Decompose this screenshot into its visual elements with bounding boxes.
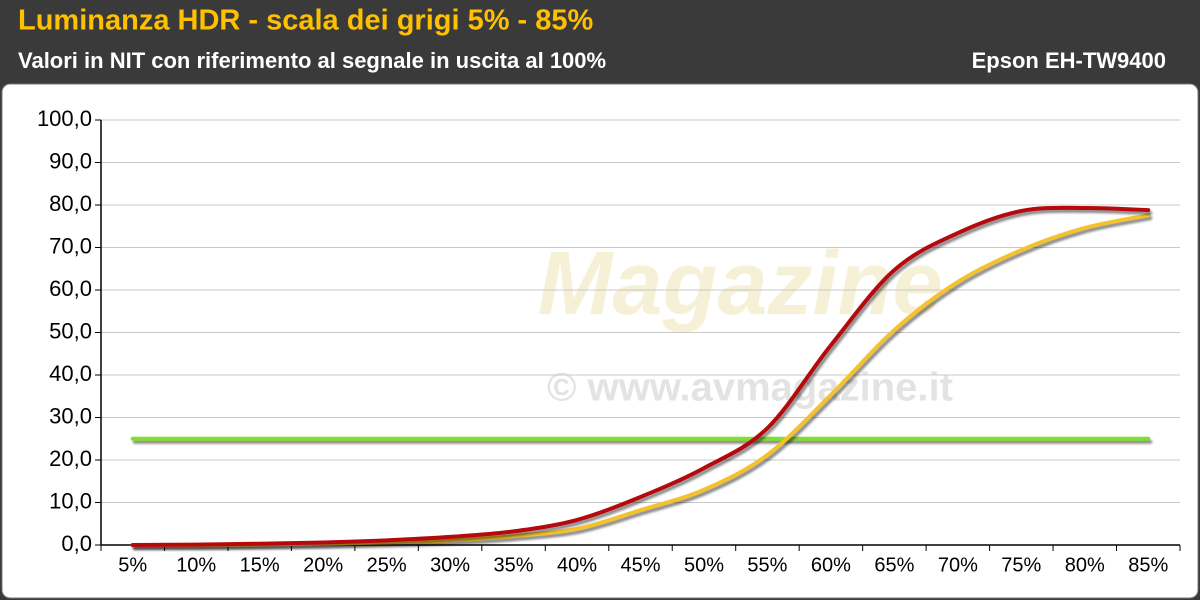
watermark: Magazine bbox=[537, 234, 942, 334]
x-tick-label: 85% bbox=[1128, 554, 1168, 576]
series-line bbox=[130, 205, 1151, 547]
y-tick-label: 60,0 bbox=[49, 276, 92, 301]
chart-subtitle: Valori in NIT con riferimento al segnale… bbox=[18, 48, 606, 73]
y-tick-label: 90,0 bbox=[49, 148, 92, 173]
watermark: © www.avmagazine.it bbox=[547, 366, 953, 410]
x-tick-label: 25% bbox=[367, 554, 407, 576]
y-tick-label: 20,0 bbox=[49, 446, 92, 471]
y-tick-label: 0,0 bbox=[61, 531, 92, 556]
plot-panel bbox=[1, 83, 1199, 599]
y-tick-label: 100,0 bbox=[37, 106, 92, 131]
x-tick-label: 70% bbox=[938, 554, 978, 576]
x-tick-label: 50% bbox=[684, 554, 724, 576]
y-tick-label: 30,0 bbox=[49, 403, 92, 428]
x-tick-label: 35% bbox=[494, 554, 534, 576]
chart-title: Luminanza HDR - scala dei grigi 5% - 85% bbox=[18, 5, 594, 37]
x-tick-label: 30% bbox=[430, 554, 470, 576]
x-tick-label: 65% bbox=[874, 554, 914, 576]
y-tick-label: 50,0 bbox=[49, 318, 92, 343]
x-tick-label: 15% bbox=[240, 554, 280, 576]
y-tick-label: 70,0 bbox=[49, 233, 92, 258]
y-tick-label: 80,0 bbox=[49, 191, 92, 216]
x-tick-label: 45% bbox=[620, 554, 660, 576]
x-tick-label: 75% bbox=[1001, 554, 1041, 576]
y-tick-label: 10,0 bbox=[49, 488, 92, 513]
x-tick-label: 5% bbox=[118, 554, 147, 576]
device-name: Epson EH-TW9400 bbox=[972, 48, 1166, 73]
y-tick-label: 40,0 bbox=[49, 361, 92, 386]
x-tick-label: 10% bbox=[176, 554, 216, 576]
x-tick-label: 80% bbox=[1065, 554, 1105, 576]
x-tick-label: 40% bbox=[557, 554, 597, 576]
x-tick-label: 60% bbox=[811, 554, 851, 576]
x-tick-label: 20% bbox=[303, 554, 343, 576]
x-tick-label: 55% bbox=[747, 554, 787, 576]
